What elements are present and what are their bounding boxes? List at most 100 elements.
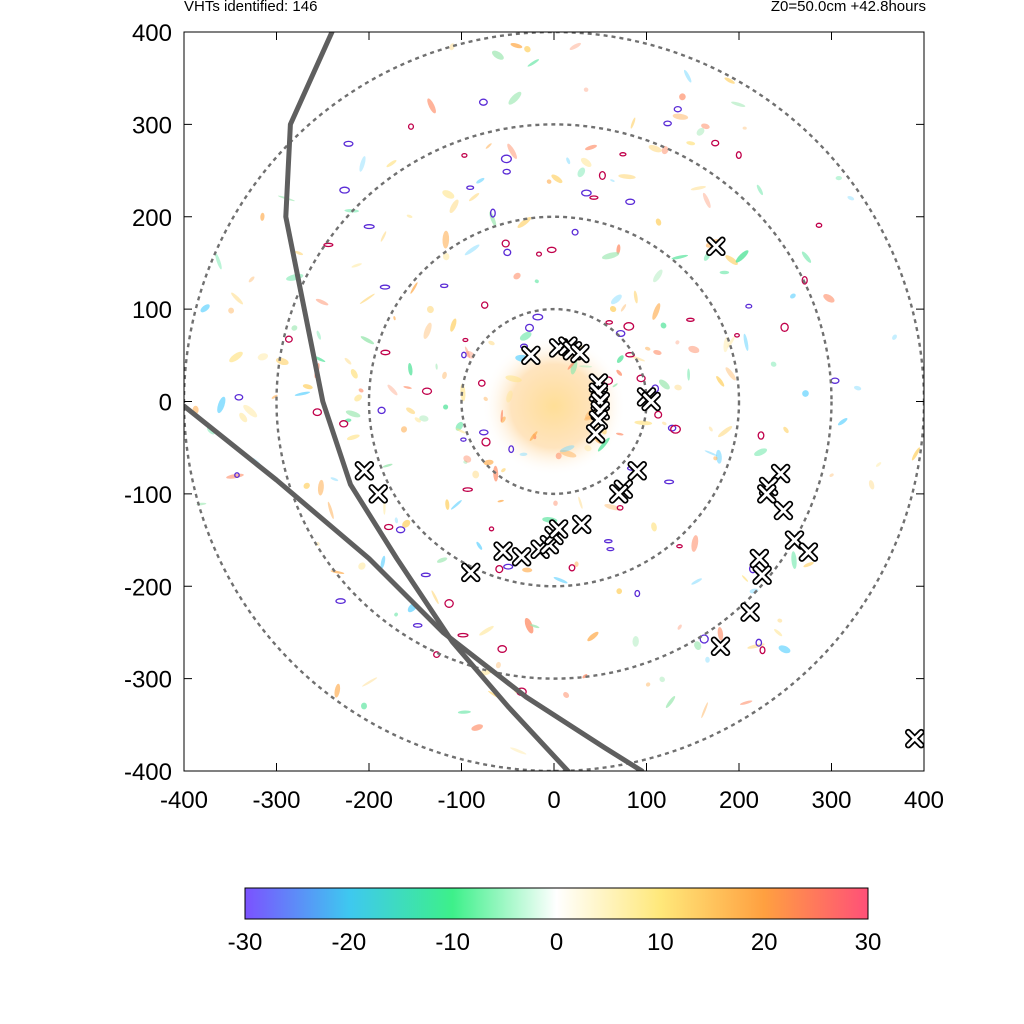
- field-patch: [610, 179, 615, 182]
- contour-loop: [462, 337, 469, 343]
- field-patch: [524, 617, 534, 634]
- field-patch: [479, 625, 494, 636]
- field-patch: [551, 174, 563, 184]
- field-patch: [578, 496, 583, 509]
- field-patch: [756, 184, 764, 196]
- field-patch: [577, 167, 586, 178]
- field-patch: [228, 307, 235, 314]
- field-patch: [801, 251, 812, 263]
- contour-loop: [501, 239, 510, 248]
- field-patch: [380, 231, 387, 242]
- vht-marker: [773, 500, 794, 521]
- contour-loop: [711, 139, 720, 147]
- contour-loop: [524, 323, 535, 332]
- vht-marker: [740, 602, 760, 622]
- field-patch: [463, 455, 472, 463]
- field-patch: [345, 410, 361, 418]
- field-patch: [582, 674, 588, 679]
- field-patch: [713, 456, 718, 461]
- vht-marker: [757, 484, 777, 504]
- y-tick-label: -400: [124, 759, 172, 786]
- field-patch: [630, 117, 636, 129]
- colorbar-tick-label: 20: [751, 929, 778, 956]
- field-patch: [705, 656, 710, 663]
- field-patch: [691, 578, 702, 585]
- field-patch: [634, 420, 653, 426]
- field-patch: [653, 269, 663, 283]
- contour-loop: [663, 120, 672, 127]
- field-patch: [725, 255, 738, 266]
- field-patch: [837, 418, 848, 426]
- contour-loop: [616, 504, 624, 511]
- field-patch: [770, 361, 777, 367]
- vht-marker: [798, 542, 819, 562]
- field-patch: [731, 101, 746, 108]
- contour-loop: [636, 374, 646, 383]
- field-patch: [671, 254, 689, 260]
- field-patch: [727, 336, 735, 348]
- x-tick-label: 400: [904, 787, 944, 814]
- field-patch: [829, 473, 834, 477]
- contour-loop: [503, 248, 512, 257]
- field-patch: [534, 279, 539, 284]
- field-patch: [688, 345, 700, 354]
- vht-marker: [521, 345, 541, 366]
- field-patch: [380, 555, 386, 569]
- field-patch: [672, 113, 689, 120]
- field-patch: [423, 322, 432, 339]
- field-patch: [719, 270, 730, 275]
- field-patch: [359, 293, 375, 304]
- contour-loop: [439, 283, 449, 289]
- y-tick-label: -200: [124, 574, 172, 601]
- field-patch: [402, 519, 411, 528]
- colorbar-tick-label: 0: [550, 929, 563, 956]
- field-patch: [725, 367, 736, 381]
- field-patch: [583, 87, 589, 92]
- vht-marker: [354, 461, 375, 481]
- field-patch: [690, 186, 706, 191]
- field-patch: [358, 388, 364, 393]
- contour-loop: [815, 222, 823, 228]
- field-patch: [200, 304, 210, 313]
- field-patch: [659, 676, 665, 683]
- field-patch: [563, 692, 570, 698]
- vht-marker: [609, 484, 629, 504]
- field-patch: [559, 449, 577, 458]
- field-patch: [735, 250, 749, 263]
- field-patch: [847, 196, 855, 201]
- field-patch: [506, 390, 513, 403]
- field-patch: [616, 355, 624, 363]
- field-patch: [740, 700, 753, 705]
- field-patch: [674, 384, 682, 391]
- y-tick-label: -100: [124, 482, 172, 509]
- field-patch: [394, 517, 399, 524]
- vht-marker: [784, 530, 805, 550]
- field-patch: [702, 192, 711, 208]
- field-patch: [393, 316, 396, 321]
- contour-loop: [755, 638, 763, 647]
- contour-loop: [488, 526, 495, 532]
- field-patch: [597, 437, 610, 452]
- colorbar-tick-label: 10: [647, 929, 674, 956]
- contour-loop: [477, 379, 486, 387]
- contour-loop: [489, 208, 496, 218]
- field-patch: [718, 426, 733, 438]
- track-lines: [184, 32, 645, 771]
- field-patch: [315, 298, 329, 306]
- range-ring: [275, 123, 833, 680]
- contour-loop: [444, 599, 454, 608]
- x-tick-label: -100: [437, 787, 485, 814]
- contour-loop: [619, 152, 627, 157]
- contour-loop: [581, 189, 592, 197]
- field-patch: [317, 479, 324, 496]
- contour-loop: [495, 564, 504, 574]
- contour-loop: [412, 622, 423, 628]
- field-patch: [435, 363, 438, 370]
- contour-loop: [745, 303, 753, 309]
- field-patch: [483, 459, 494, 466]
- field-patch: [522, 567, 533, 573]
- contour-loop: [379, 284, 391, 290]
- vht-marker: [710, 636, 731, 657]
- field-patch: [455, 428, 466, 434]
